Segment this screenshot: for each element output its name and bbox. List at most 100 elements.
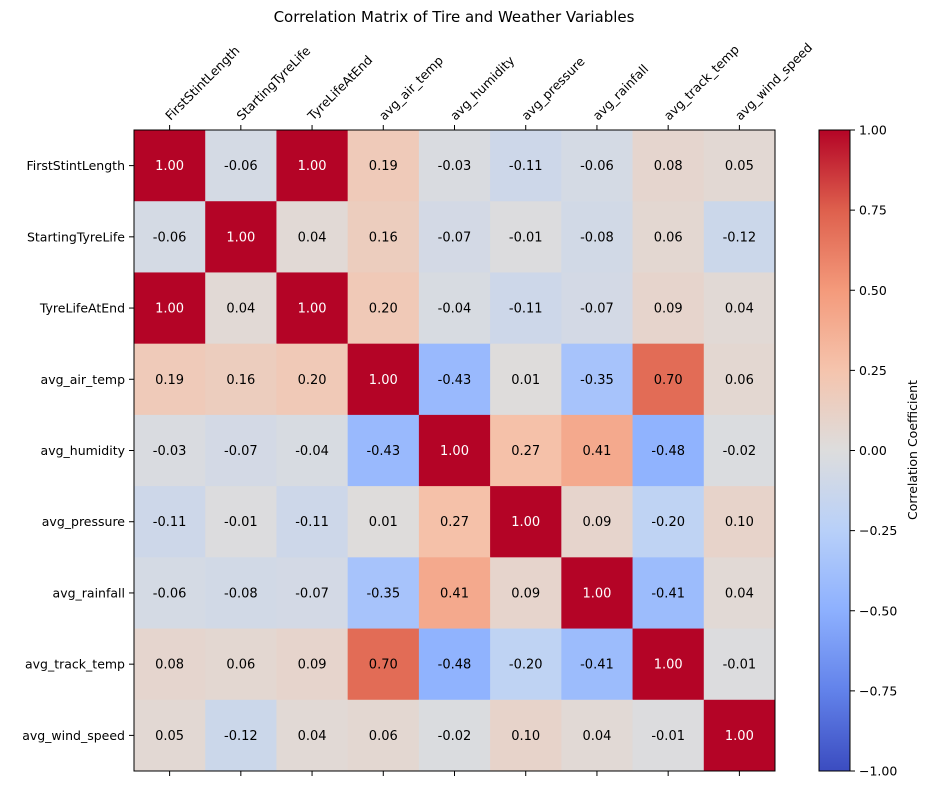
heatmap-cell — [347, 343, 420, 416]
cell-value-label: 0.01 — [511, 373, 540, 388]
heatmap-cell — [347, 486, 420, 558]
heatmap-cell — [632, 343, 705, 416]
cell-value-label: 1.00 — [725, 729, 754, 744]
cell-value-label: 1.00 — [155, 302, 184, 317]
heatmap-cell — [276, 414, 349, 487]
heatmap-cell — [561, 557, 634, 630]
heatmap-cell — [205, 414, 277, 487]
colorbar-tick-label: 0.75 — [859, 203, 887, 218]
x-tick-label: StartingTyreLife — [233, 43, 313, 123]
heatmap-cell — [561, 201, 634, 273]
cell-value-label: -0.03 — [438, 159, 472, 174]
colorbar-label: Correlation Coefficient — [905, 380, 920, 520]
heatmap-cell — [490, 130, 562, 202]
heatmap-cell — [703, 628, 776, 701]
heatmap-cell — [418, 628, 491, 701]
cell-value-label: -0.06 — [153, 586, 187, 601]
cell-value-label: 0.41 — [440, 586, 469, 601]
heatmap-cell — [703, 699, 776, 772]
cell-value-label: 1.00 — [155, 159, 184, 174]
cell-value-label: 0.06 — [654, 230, 683, 245]
heatmap-cell — [632, 201, 705, 273]
colorbar-tick-label: −0.75 — [859, 683, 897, 698]
colorbar-tick-label: 0.00 — [859, 443, 887, 458]
cell-value-label: 0.70 — [654, 373, 683, 388]
heatmap-cell — [347, 557, 420, 630]
heatmap-cell — [418, 201, 491, 273]
heatmap-cell — [205, 557, 277, 630]
cell-value-label: -0.11 — [153, 515, 187, 530]
cell-value-label: -0.07 — [580, 302, 614, 317]
cell-value-label: 1.00 — [298, 302, 327, 317]
heatmap-cell — [703, 557, 776, 630]
heatmap-cell — [276, 699, 349, 772]
cell-value-label: 0.04 — [725, 302, 754, 317]
heatmap-cell — [703, 201, 776, 273]
cell-value-label: 0.41 — [582, 444, 611, 459]
heatmap-cell — [490, 343, 562, 416]
cell-value-label: -0.06 — [580, 159, 614, 174]
y-tick-label: avg_humidity — [41, 443, 126, 458]
cell-value-label: 0.16 — [369, 230, 398, 245]
cell-value-label: -0.43 — [366, 444, 400, 459]
heatmap-cell — [205, 272, 277, 345]
heatmap-cell — [347, 272, 420, 345]
heatmap-cell — [632, 628, 705, 701]
heatmap-cell — [418, 272, 491, 345]
heatmap-cell — [276, 343, 349, 416]
cell-value-label: 1.00 — [298, 159, 327, 174]
cell-value-label: -0.06 — [224, 159, 258, 174]
heatmap-cell — [205, 486, 277, 558]
heatmap-cell — [418, 414, 491, 487]
cell-value-label: -0.20 — [509, 658, 543, 673]
y-tick-label: StartingTyreLife — [27, 229, 125, 244]
y-tick-label: avg_air_temp — [41, 372, 126, 387]
heatmap-cell — [134, 414, 206, 487]
cell-value-label: 1.00 — [369, 373, 398, 388]
heatmap-cell — [134, 557, 206, 630]
cell-value-label: 0.19 — [369, 159, 398, 174]
heatmap-cell — [490, 628, 562, 701]
cell-value-label: 0.19 — [155, 373, 184, 388]
colorbar-tick-label: −0.50 — [859, 603, 897, 618]
cell-value-label: 0.10 — [725, 515, 754, 530]
y-tick-label: avg_wind_speed — [22, 728, 125, 743]
y-axis-ticks: FirstStintLength StartingTyreLife TyreLife… — [22, 158, 134, 743]
heatmap-cell — [632, 272, 705, 345]
heatmap-cell — [561, 628, 634, 701]
cell-value-label: 0.04 — [725, 586, 754, 601]
colorbar-tick-label: 0.50 — [859, 283, 887, 298]
y-tick-label: FirstStintLength — [26, 158, 125, 173]
heatmap-cell — [276, 130, 349, 202]
chart-title: Correlation Matrix of Tire and Weather V… — [274, 8, 635, 26]
x-tick-label: FirstStintLength — [162, 43, 242, 123]
cell-value-label: -0.04 — [295, 444, 329, 459]
colorbar — [818, 129, 851, 772]
cell-value-label: 0.09 — [582, 515, 611, 530]
heatmap-cells: 1.00 -0.06 1.00 0.19 -0.03 -0.11 -0.06 0.08 0.05… — [134, 130, 776, 772]
y-tick-label: avg_track_temp — [25, 657, 125, 672]
cell-value-label: -0.35 — [366, 586, 400, 601]
heatmap-cell — [205, 201, 277, 273]
heatmap-cell — [561, 343, 634, 416]
heatmap-cell — [134, 628, 206, 701]
cell-value-label: 0.27 — [440, 515, 469, 530]
heatmap-cell — [418, 130, 491, 202]
cell-value-label: 0.06 — [725, 373, 754, 388]
heatmap-cell — [561, 699, 634, 772]
heatmap-cell — [347, 699, 420, 772]
cell-value-label: -0.02 — [438, 729, 472, 744]
heatmap-cell — [276, 272, 349, 345]
cell-value-label: -0.11 — [509, 159, 543, 174]
heatmap-cell — [418, 486, 491, 558]
cell-value-label: 0.01 — [369, 515, 398, 530]
y-tick-label: avg_rainfall — [53, 585, 125, 600]
cell-value-label: -0.01 — [509, 230, 543, 245]
cell-value-label: 1.00 — [654, 658, 683, 673]
cell-value-label: -0.12 — [224, 729, 258, 744]
cell-value-label: -0.48 — [651, 444, 685, 459]
heatmap-cell — [347, 628, 420, 701]
heatmap-cell — [347, 414, 420, 487]
